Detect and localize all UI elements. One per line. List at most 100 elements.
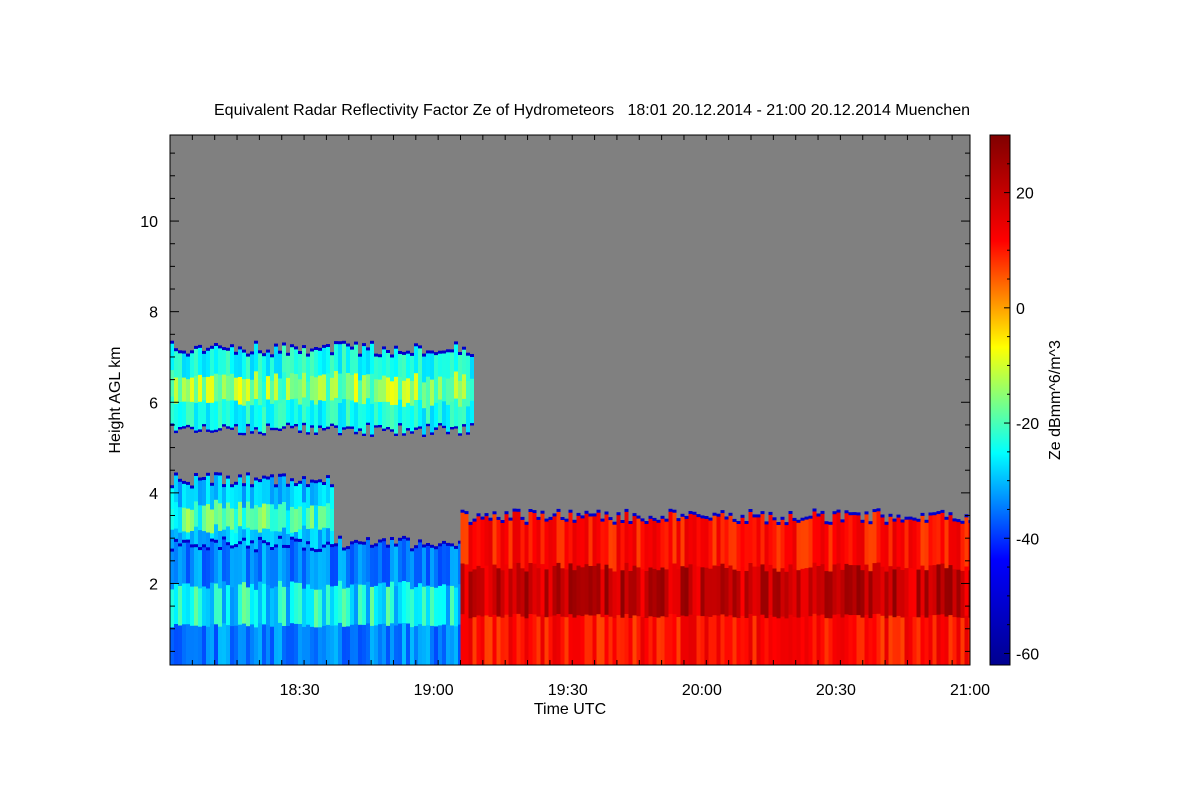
echo-cell xyxy=(338,580,342,624)
echo-cell xyxy=(844,563,849,616)
echo-cell xyxy=(330,625,334,665)
echo-cell xyxy=(744,618,749,665)
echo-cell xyxy=(202,353,206,378)
echo-cell xyxy=(206,532,210,562)
echo-cell xyxy=(306,381,310,408)
echo-cell xyxy=(924,617,929,665)
echo-cell xyxy=(250,508,254,531)
echo-cell xyxy=(820,513,825,565)
echo-cell xyxy=(198,530,202,556)
echo-cell xyxy=(688,514,693,565)
echo-cell xyxy=(430,405,434,433)
echo-cell xyxy=(920,565,925,616)
echo-cell xyxy=(644,571,649,619)
echo-cell xyxy=(274,586,278,627)
echo-cell xyxy=(374,402,378,426)
echo-cell xyxy=(832,514,837,566)
echo-cell xyxy=(592,565,597,616)
echo-cell xyxy=(330,586,334,627)
echo-cell xyxy=(322,625,326,665)
echo-cell xyxy=(860,617,865,665)
echo-cell xyxy=(210,375,214,404)
echo-cell xyxy=(238,477,242,503)
echo-cell xyxy=(182,483,186,509)
echo-cell xyxy=(768,564,773,616)
echo-cell xyxy=(330,355,334,379)
echo-cell xyxy=(446,545,450,587)
echo-cell xyxy=(496,519,501,569)
echo-cell xyxy=(864,564,869,616)
echo-cell xyxy=(306,584,310,626)
echo-cell xyxy=(170,396,174,424)
echo-cell xyxy=(696,615,701,665)
echo-cell xyxy=(222,539,226,582)
echo-cell xyxy=(370,625,374,665)
echo-cell xyxy=(402,623,406,665)
echo-cell xyxy=(568,512,573,565)
echo-cell xyxy=(258,353,262,380)
echo-cell xyxy=(254,371,258,400)
echo-cell xyxy=(374,379,378,403)
echo-cell xyxy=(354,373,358,403)
echo-cell xyxy=(238,526,242,552)
echo-cell xyxy=(852,565,857,616)
echo-cell xyxy=(648,616,653,665)
y-tick-label: 2 xyxy=(149,576,158,593)
echo-cell xyxy=(382,623,386,665)
echo-cell xyxy=(426,625,430,665)
echo-cell xyxy=(628,618,633,665)
echo-cell xyxy=(290,539,294,583)
echo-cell xyxy=(302,479,306,503)
echo-cell xyxy=(374,356,378,380)
echo-cell xyxy=(684,518,689,569)
echo-cell xyxy=(476,565,481,617)
echo-cell xyxy=(564,521,569,571)
echo-cell xyxy=(290,347,294,374)
echo-cell xyxy=(940,614,945,665)
echo-cell xyxy=(230,400,234,428)
echo-cell xyxy=(226,478,230,504)
echo-cell xyxy=(888,516,893,567)
echo-cell xyxy=(262,583,266,625)
echo-cell xyxy=(278,353,282,380)
echo-cell xyxy=(370,586,374,627)
echo-cell xyxy=(772,568,777,618)
echo-cell xyxy=(788,614,793,665)
echo-cell xyxy=(916,521,921,571)
echo-cell xyxy=(258,482,262,508)
echo-cell xyxy=(784,571,789,619)
echo-cell xyxy=(700,616,705,665)
echo-cell xyxy=(450,377,454,403)
echo-region xyxy=(170,472,334,564)
echo-cell xyxy=(748,563,753,615)
echo-cell xyxy=(548,568,553,618)
echo-cell xyxy=(366,581,370,624)
echo-cell xyxy=(362,624,366,665)
echo-cell xyxy=(238,404,242,433)
echo-cell xyxy=(318,551,322,591)
colorbar-label: Ze dBmm^6/m^3 xyxy=(1047,340,1064,460)
echo-cell xyxy=(262,503,266,530)
echo-cell xyxy=(254,480,258,506)
echo-cell xyxy=(776,618,781,665)
echo-cell xyxy=(426,353,430,378)
echo-cell xyxy=(298,354,302,380)
echo-cell xyxy=(672,614,677,665)
echo-cell xyxy=(310,375,314,401)
echo-cell xyxy=(612,571,617,619)
echo-cell xyxy=(194,501,198,528)
echo-cell xyxy=(928,565,933,616)
echo-cell xyxy=(242,486,246,509)
echo-cell xyxy=(438,399,442,424)
echo-cell xyxy=(270,403,274,428)
echo-cell xyxy=(274,373,278,401)
echo-cell xyxy=(190,547,194,588)
echo-cell xyxy=(178,402,182,427)
echo-cell xyxy=(588,516,593,567)
echo-cell xyxy=(370,373,374,405)
echo-cell xyxy=(668,511,673,564)
echo-cell xyxy=(254,589,258,629)
echo-cell xyxy=(740,517,745,568)
echo-cell xyxy=(446,404,450,432)
echo-cell xyxy=(214,542,218,585)
